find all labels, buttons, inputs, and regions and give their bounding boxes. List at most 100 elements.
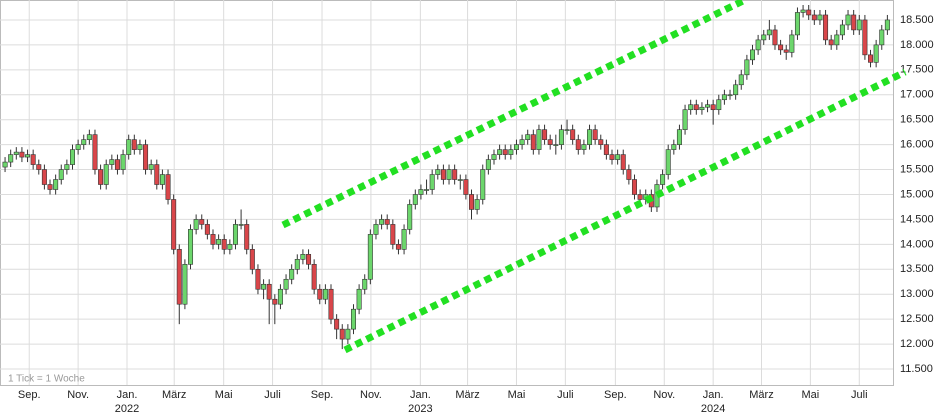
year-label: 2022 <box>115 403 139 415</box>
year-label: 2023 <box>408 403 432 415</box>
candle-body <box>345 328 351 340</box>
x-tick-label: Mai <box>215 389 233 401</box>
candle-body <box>485 159 491 170</box>
candle-body <box>210 234 216 245</box>
candle-body <box>502 149 508 155</box>
candle-body <box>682 109 688 130</box>
candle-body <box>322 288 328 300</box>
candle-body <box>204 224 210 235</box>
candle-body <box>401 229 407 250</box>
candle-body <box>851 14 857 31</box>
candle-body <box>620 154 626 170</box>
candle-body <box>148 164 154 170</box>
candle-body <box>165 174 171 200</box>
candle-body <box>688 104 694 111</box>
candle-body <box>58 169 64 180</box>
candle-body <box>733 84 739 96</box>
candle-body <box>598 139 604 145</box>
x-tick-label: Nov. <box>653 389 675 401</box>
candle-body <box>249 249 255 270</box>
y-tick-label: 11.500 <box>900 363 933 375</box>
y-tick-label: 13.000 <box>900 288 934 300</box>
candle-body <box>806 9 812 16</box>
candle-body <box>789 34 795 53</box>
candle-body <box>744 59 750 76</box>
candle-body <box>435 169 441 175</box>
candle-body <box>114 159 120 170</box>
x-tick-label: Juli <box>264 389 281 401</box>
candle-body <box>474 199 480 210</box>
candle-body <box>238 224 244 226</box>
candle-body <box>839 24 845 36</box>
candle-body <box>457 179 463 181</box>
candle-body <box>845 14 851 26</box>
candle-body <box>575 139 581 150</box>
candle-body <box>199 219 205 225</box>
candle-body <box>665 149 671 175</box>
candle-body <box>25 154 31 158</box>
candle-body <box>41 169 47 185</box>
candle-body <box>384 219 390 225</box>
candle-body <box>13 151 19 155</box>
candle-body <box>424 189 430 191</box>
candle-body <box>519 139 525 145</box>
candle-body <box>879 29 885 46</box>
candle-body <box>244 224 250 250</box>
plot-area <box>0 0 894 386</box>
x-tick-label: Sep. <box>18 389 41 401</box>
candle-body <box>379 219 385 225</box>
y-tick-label: 18.000 <box>900 39 934 51</box>
candle-body <box>356 288 362 310</box>
candle-body <box>334 318 340 330</box>
candle-body <box>834 34 840 46</box>
year-label: 2024 <box>701 403 725 415</box>
candle-body <box>131 139 137 150</box>
candle-body <box>671 144 677 150</box>
candle-body <box>69 149 75 165</box>
candle-body <box>755 39 761 51</box>
candle-body <box>92 134 98 170</box>
candle-body <box>587 129 593 145</box>
candle-body <box>440 169 446 180</box>
candle-body <box>828 39 834 46</box>
candle-body <box>407 204 413 230</box>
x-tick-label: Jan. <box>117 389 138 401</box>
candle-body <box>176 249 182 305</box>
candle-body <box>699 106 705 111</box>
candle-body <box>772 29 778 46</box>
candle-body <box>289 269 295 280</box>
candle-body <box>311 264 317 290</box>
candle-body <box>227 244 233 250</box>
candle-body <box>811 14 817 21</box>
candle-body <box>817 14 823 21</box>
y-tick-label: 16.000 <box>900 139 934 151</box>
candle-body <box>823 14 829 41</box>
candle-body <box>637 194 643 200</box>
candle-body <box>188 229 194 265</box>
candle-body <box>727 94 733 97</box>
candle-body <box>154 164 160 185</box>
x-tick-label: Nov. <box>67 389 89 401</box>
candle-body <box>171 199 177 250</box>
y-tick-label: 17.500 <box>900 64 934 76</box>
candle-body <box>497 149 503 155</box>
candle-body <box>266 283 272 300</box>
candle-body <box>182 264 188 305</box>
candle-body <box>98 169 104 185</box>
candle-body <box>856 19 862 31</box>
y-tick-label: 13.500 <box>900 263 934 275</box>
candle-body <box>109 159 115 165</box>
x-tick-label: Sep. <box>311 389 334 401</box>
x-tick-label: März <box>162 389 186 401</box>
candle-body <box>232 224 238 245</box>
candle-body <box>862 19 868 56</box>
candle-body <box>137 144 143 150</box>
candle-body <box>277 288 283 305</box>
candle-body <box>794 12 800 36</box>
candle-body <box>868 54 874 63</box>
y-tick-label: 12.500 <box>900 313 934 325</box>
candle-body <box>553 144 559 146</box>
candle-body <box>705 104 711 108</box>
candle-body <box>328 288 334 320</box>
